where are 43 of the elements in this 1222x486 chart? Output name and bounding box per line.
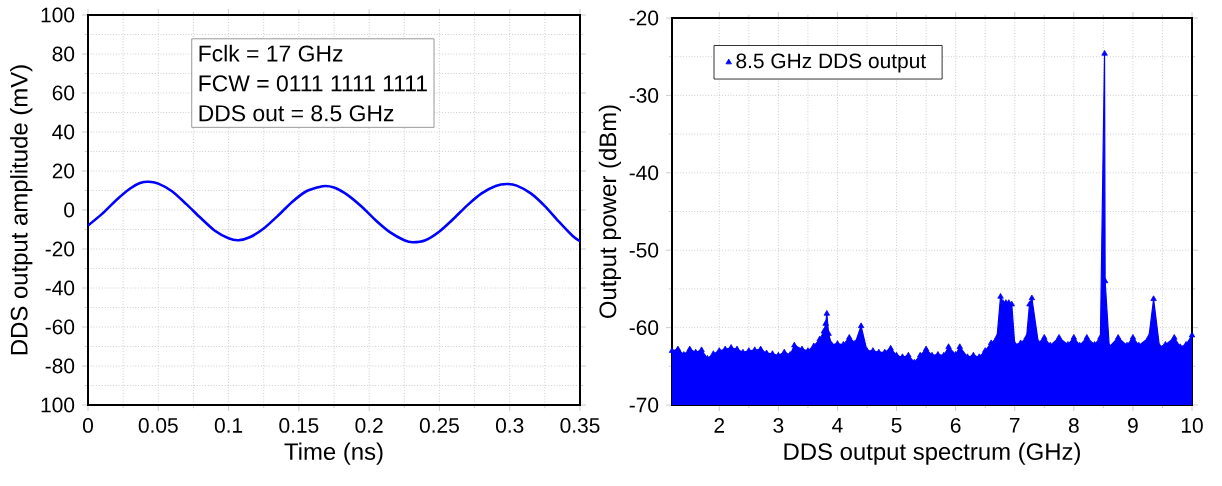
- annotation: DDS out = 8.5 GHz: [199, 105, 394, 122]
- x-tick-label: 7: [1009, 418, 1020, 433]
- y-tick-label: -60: [45, 319, 75, 335]
- x-axis-title: DDS output spectrum (GHz): [784, 442, 1080, 465]
- y-tick-label: 100: [41, 7, 75, 23]
- y-tick-label: 80: [52, 46, 75, 62]
- x-tick-label: 2: [714, 418, 725, 433]
- x-tick-label: 3: [773, 418, 784, 433]
- legend-label: 8.5 GHz DDS output: [736, 53, 926, 73]
- x-tick-label: 0.25: [419, 418, 459, 433]
- y-tick-label: 40: [52, 124, 75, 140]
- y-tick-label: 20: [52, 163, 75, 179]
- line-series: [88, 180, 581, 244]
- x-tick-label: 10: [1181, 418, 1203, 433]
- x-tick-label: 0.05: [138, 418, 178, 433]
- annotation: Fclk = 17 GHz: [199, 44, 343, 62]
- x-tick-label: 0.3: [495, 418, 524, 433]
- y-tick-label: -20: [629, 10, 659, 26]
- x-tick-label: 8: [1068, 418, 1079, 433]
- y-tick-label: -40: [45, 280, 75, 296]
- x-axis-title: Time (ns): [284, 442, 383, 465]
- y-tick-label: -20: [45, 241, 75, 257]
- y-tick-label: -60: [629, 320, 659, 336]
- x-tick-label: 9: [1128, 418, 1138, 433]
- y-tick-label: 60: [52, 85, 75, 101]
- y-axis-title: Output power (dBm): [598, 105, 622, 319]
- x-tick-label: 0.35: [560, 418, 600, 433]
- y-tick-label: -30: [629, 88, 659, 103]
- y-tick-label: -80: [45, 358, 75, 374]
- x-tick-label: 0.15: [279, 418, 319, 433]
- y-tick-label: -50: [629, 242, 659, 258]
- x-tick-label: 0: [82, 418, 93, 433]
- y-tick-label: -40: [629, 165, 659, 181]
- y-tick-label: -70: [629, 397, 659, 413]
- y-axis-title: DDS output amplitude (mV): [10, 65, 33, 355]
- x-tick-label: 6: [950, 418, 961, 433]
- y-tick-label: 100: [41, 397, 75, 413]
- x-tick-label: 5: [891, 418, 902, 433]
- y-tick-label: 0: [64, 202, 75, 218]
- x-tick-label: 0.2: [355, 418, 383, 433]
- x-tick-label: 4: [832, 418, 843, 433]
- x-tick-label: 0.1: [214, 418, 243, 433]
- annotation: FCW = 0111 1111 1111: [199, 75, 427, 92]
